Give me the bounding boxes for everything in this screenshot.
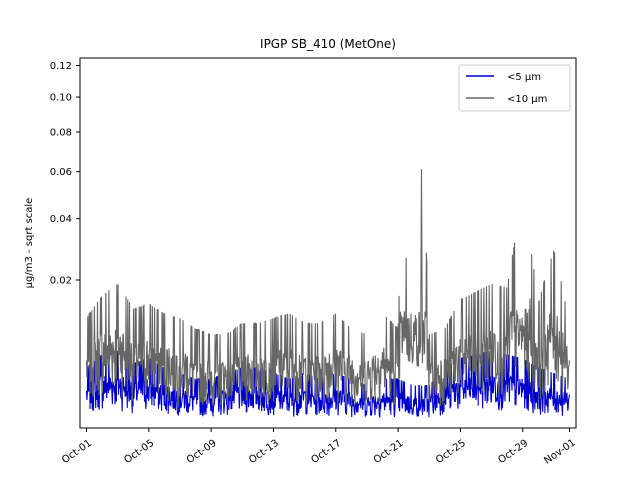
y-tick-label: 0.02 <box>50 276 72 287</box>
series-line-pm10 <box>85 169 571 407</box>
x-tick-label: Oct-25 <box>434 438 468 466</box>
legend: <5 µm <10 µm <box>458 64 571 112</box>
y-tick-label: 0.04 <box>50 214 72 225</box>
x-tick-label: Oct-21 <box>372 438 406 466</box>
x-tick-label: Oct-05 <box>122 438 156 466</box>
x-tick-label: Nov-01 <box>542 437 577 466</box>
y-tick-label: 0.06 <box>50 167 72 178</box>
y-axis: 0.02 0.04 0.06 0.08 0.10 0.12 <box>50 61 80 287</box>
x-tick-label: Oct-29 <box>496 438 530 466</box>
legend-label-pm10: <10 µm <box>507 94 547 105</box>
x-axis: Oct-01 Oct-05 Oct-09 Oct-13 Oct-17 Oct-21 Oct-… <box>60 428 578 467</box>
x-tick-label: Oct-17 <box>309 438 343 466</box>
y-tick-label: 0.08 <box>50 128 72 139</box>
y-tick-label: 0.10 <box>50 93 72 104</box>
x-tick-label: Oct-01 <box>60 438 94 466</box>
legend-label-pm5: <5 µm <box>507 72 541 83</box>
y-tick-label: 0.12 <box>50 61 72 72</box>
plot-area <box>85 169 571 419</box>
x-tick-label: Oct-09 <box>185 438 219 466</box>
x-tick-label: Oct-13 <box>247 438 281 466</box>
axes-frame <box>79 57 577 429</box>
chart-title: IPGP SB_410 (MetOne) <box>260 37 396 51</box>
y-axis-label: µg/m3 - sqrt scale <box>24 198 35 289</box>
